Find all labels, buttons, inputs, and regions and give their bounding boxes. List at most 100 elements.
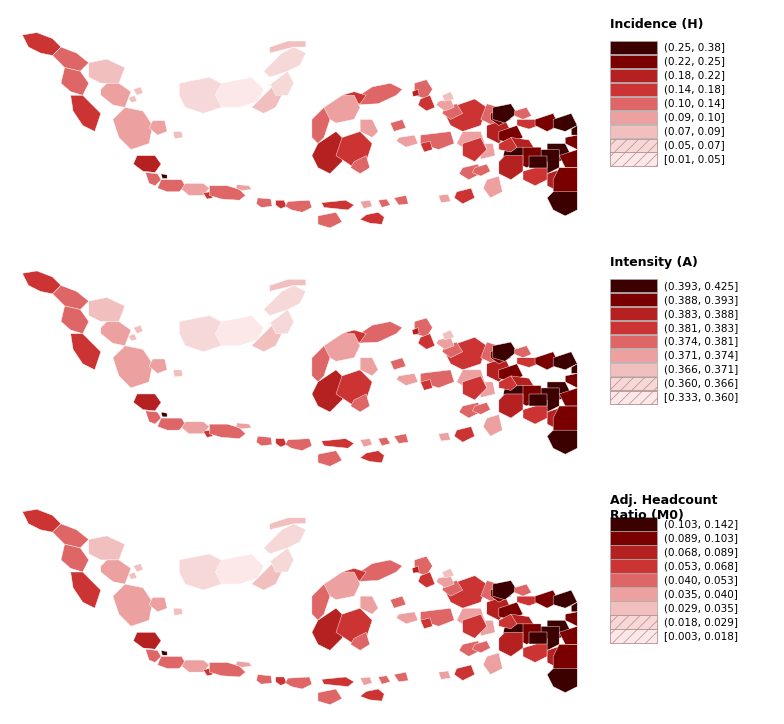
Polygon shape [61, 306, 89, 334]
Polygon shape [415, 318, 433, 337]
Text: (0.371, 0.374]: (0.371, 0.374] [664, 350, 739, 361]
Polygon shape [162, 650, 167, 655]
Polygon shape [312, 346, 330, 382]
Polygon shape [256, 675, 272, 684]
Polygon shape [360, 358, 378, 376]
Polygon shape [554, 590, 577, 608]
Polygon shape [71, 572, 101, 608]
Polygon shape [565, 135, 577, 150]
Polygon shape [535, 590, 559, 608]
Polygon shape [415, 556, 433, 576]
Bar [611, 138, 656, 152]
Polygon shape [133, 325, 143, 334]
Text: (0.393, 0.425]: (0.393, 0.425] [664, 281, 739, 290]
Polygon shape [511, 614, 535, 632]
Polygon shape [499, 376, 517, 390]
Polygon shape [472, 403, 491, 414]
Polygon shape [463, 614, 487, 639]
Bar [611, 41, 656, 54]
Polygon shape [360, 689, 384, 701]
Polygon shape [342, 568, 366, 581]
Polygon shape [312, 132, 348, 174]
Polygon shape [547, 644, 572, 668]
Polygon shape [397, 374, 418, 385]
Polygon shape [89, 536, 125, 560]
Polygon shape [459, 641, 481, 657]
Polygon shape [324, 334, 360, 361]
Bar [611, 153, 656, 166]
Bar [611, 391, 656, 404]
Polygon shape [436, 99, 454, 111]
Polygon shape [321, 439, 354, 448]
Polygon shape [342, 92, 366, 104]
Polygon shape [535, 388, 559, 412]
Text: (0.040, 0.053]: (0.040, 0.053] [664, 575, 738, 585]
Polygon shape [499, 632, 523, 657]
Polygon shape [149, 597, 167, 612]
Polygon shape [173, 370, 183, 377]
Polygon shape [514, 584, 532, 596]
Polygon shape [209, 662, 245, 677]
Polygon shape [499, 125, 523, 143]
Polygon shape [559, 150, 577, 168]
Polygon shape [442, 104, 463, 119]
Polygon shape [418, 334, 435, 350]
Polygon shape [438, 194, 451, 203]
Polygon shape [318, 689, 342, 704]
Polygon shape [378, 675, 390, 684]
Text: (0.035, 0.040]: (0.035, 0.040] [664, 589, 738, 599]
Polygon shape [133, 632, 162, 649]
Polygon shape [420, 618, 433, 628]
Polygon shape [572, 363, 577, 374]
Polygon shape [203, 192, 213, 199]
Polygon shape [360, 596, 378, 614]
Polygon shape [565, 374, 577, 388]
Polygon shape [547, 430, 577, 454]
Polygon shape [113, 107, 153, 150]
Polygon shape [438, 432, 451, 441]
Bar [611, 601, 656, 615]
Polygon shape [554, 352, 577, 370]
Polygon shape [145, 411, 162, 424]
Polygon shape [420, 608, 454, 626]
Bar [611, 629, 656, 642]
Text: (0.029, 0.035]: (0.029, 0.035] [664, 603, 738, 613]
Polygon shape [397, 612, 418, 624]
Polygon shape [547, 192, 577, 216]
Text: (0.360, 0.366]: (0.360, 0.366] [664, 379, 738, 389]
Polygon shape [445, 576, 487, 608]
Polygon shape [463, 376, 487, 400]
Polygon shape [133, 156, 162, 172]
Polygon shape [517, 119, 539, 129]
Polygon shape [180, 316, 227, 352]
Polygon shape [203, 668, 213, 675]
Polygon shape [276, 677, 287, 686]
Polygon shape [491, 107, 511, 125]
Polygon shape [129, 334, 137, 341]
Polygon shape [312, 370, 348, 412]
Polygon shape [547, 168, 572, 192]
Polygon shape [285, 677, 312, 689]
Text: (0.381, 0.383]: (0.381, 0.383] [664, 323, 739, 332]
Bar [611, 54, 656, 68]
Polygon shape [514, 107, 532, 119]
Polygon shape [312, 107, 330, 143]
Polygon shape [113, 346, 153, 388]
Polygon shape [162, 174, 167, 179]
Text: (0.25, 0.38]: (0.25, 0.38] [664, 42, 725, 52]
Polygon shape [53, 523, 89, 548]
Polygon shape [472, 164, 491, 176]
Polygon shape [472, 641, 491, 653]
Polygon shape [445, 337, 487, 370]
Polygon shape [342, 330, 366, 342]
Polygon shape [203, 430, 213, 437]
Text: Intensity (A): Intensity (A) [611, 256, 699, 269]
Polygon shape [517, 596, 539, 606]
Polygon shape [360, 439, 372, 447]
Polygon shape [478, 382, 495, 397]
Polygon shape [418, 96, 435, 111]
Polygon shape [173, 132, 183, 139]
Polygon shape [321, 677, 354, 686]
Polygon shape [420, 132, 454, 150]
Polygon shape [158, 180, 185, 192]
